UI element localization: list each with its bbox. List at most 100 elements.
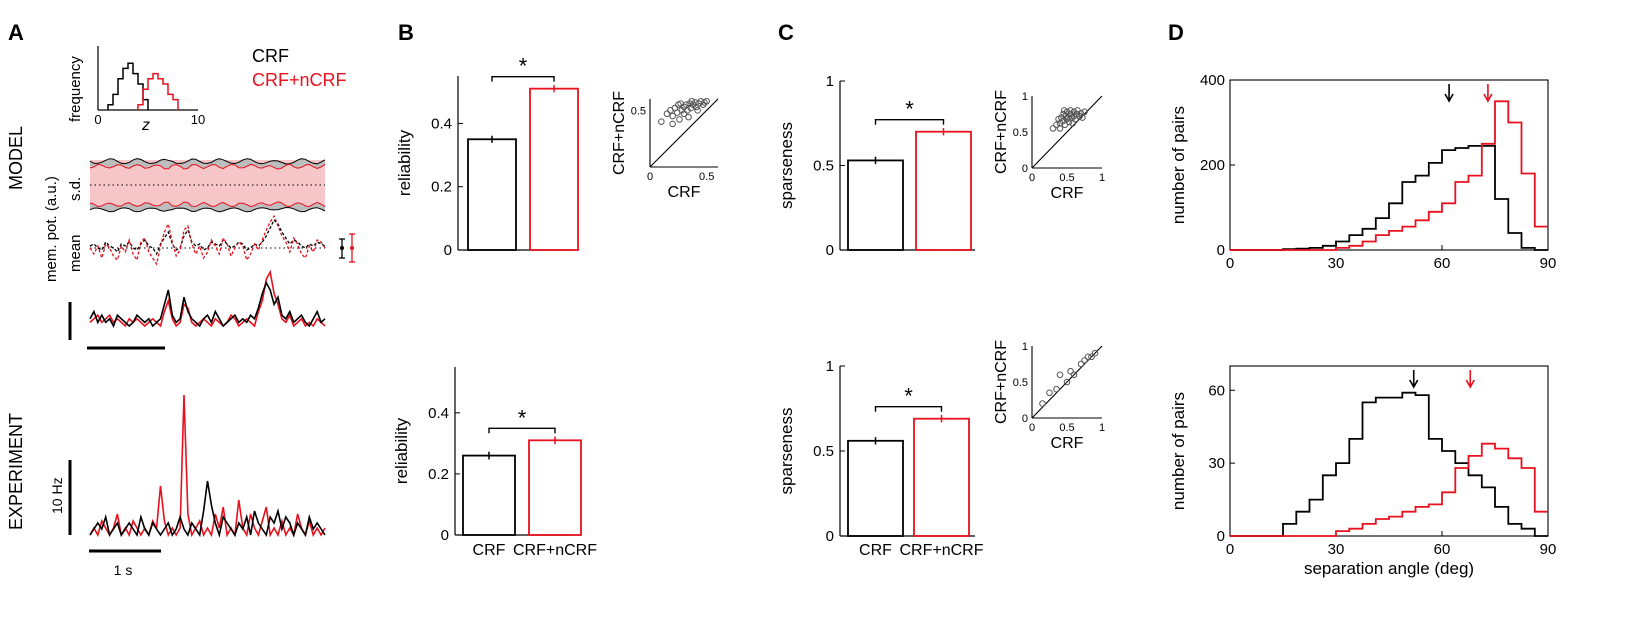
significance-bracket [874,119,945,125]
scatter-point [1046,389,1053,397]
histogram-crf [1230,145,1548,251]
median-arrow-head [1465,379,1475,389]
x-tick-label: 0 [1226,255,1234,272]
x-tick-label: CRF [473,542,506,559]
inset-x-label: CRF [1051,435,1084,452]
scatter-point [663,110,671,118]
scatter-point [1081,108,1088,116]
scatter-point [1067,110,1074,118]
histogram-crf-ncrf [1230,100,1548,251]
significance-bracket [488,427,556,434]
scatter-point [1060,107,1068,114]
inset-diagonal [649,98,719,168]
inset-x-label: CRF [1051,185,1084,202]
x-tick-label: 90 [1540,255,1557,272]
panel-label-d: D [1168,20,1184,45]
hist-crf-ncrf-step [137,72,179,110]
x-tick-label: CRF+nCRF [899,542,983,559]
scatter-point [1053,121,1060,129]
y-tick-label: 0 [826,528,834,545]
scatter-point [1091,349,1099,357]
y-tick-label: 1 [826,73,834,90]
bar-crf [467,138,517,251]
inset-x-tick-label: 0.5 [1059,172,1074,184]
x-tick-label: 60 [1434,541,1451,558]
y-tick-label: 0.5 [813,443,834,460]
scatter-point [694,107,701,114]
x-tick-label: 60 [1434,255,1451,272]
y-axis-label: sparseness [777,408,796,495]
scatter-point [1081,357,1088,364]
scatter-point [1056,125,1064,132]
rate-scale-label: 10 Hz [49,477,65,514]
inset-x-tick-label: 0 [1029,172,1035,184]
panel-d-experiment-chart: 0 30 60 90 0 30 60 number of pairs separation an… [1169,365,1556,578]
panel-label-c: C [778,20,794,45]
x-tick-label: 30 [1328,255,1345,272]
rate-crf-ncrf-trace [89,269,326,328]
scatter-point [1084,353,1092,361]
panel-label-a: A [8,20,24,45]
inset-x-tick-label: 1 [1099,422,1105,434]
sd-gray-bottom [90,201,325,212]
mem-pot-label: mem. pot. (a.u.) [43,176,60,282]
rate-crf-trace [89,280,326,328]
scatter-point [1079,114,1086,121]
y-axis-label: reliability [395,129,414,196]
sd-crf-top [89,158,326,165]
scatter-point [1060,110,1067,118]
experiment-crf-ncrf-trace [89,394,326,538]
sd-crf-bottom [89,206,326,213]
panel-c-model-chart: 0 0.5 1 sparseness * 0 0.5 1 0 0.5 1 CRF CRF+nCRF [777,73,1105,259]
inset-y-tick-label: 0.5 [631,105,646,117]
model-rate-traces [68,269,326,350]
y-tick-label: 1 [826,358,834,375]
hist-ylabel: frequency [67,56,84,122]
plot-frame [1229,365,1549,537]
x-tick-label: 30 [1328,541,1345,558]
scatter-point [1049,125,1057,132]
sd-crf-ncrf-bottom [89,201,326,208]
inset-y-tick-label: 0 [1022,163,1028,175]
hist-tick-10: 10 [191,112,205,127]
scatter-point [1067,367,1074,375]
panel-label-b: B [398,20,414,45]
significance-star: * [519,54,528,79]
scatter-point [1056,371,1064,379]
significance-star: * [518,405,527,430]
sd-band [89,158,326,213]
experiment-crf-trace [89,480,326,539]
inset-y-label: CRF+nCRF [993,340,1010,424]
panel-d-model-chart: 0 30 60 90 0 200 400 number of pairs [1169,72,1556,272]
bar-crf-ncrf [913,417,970,537]
median-arrow-head [1409,379,1419,389]
error-crf-dot [340,246,344,250]
histogram-crf-ncrf [1230,442,1548,537]
y-tick-label: 0.4 [431,115,452,132]
inset-y-tick-label: 1 [1022,341,1028,353]
y-tick-label: 0 [1217,528,1225,545]
sd-crf-ncrf-top [89,163,326,170]
significance-star: * [905,97,914,122]
y-axis-label: number of pairs [1169,106,1188,224]
scatter-point [658,118,665,125]
scatter-point [701,99,708,106]
scatter-point [1077,360,1085,368]
y-tick-label: 60 [1208,382,1225,399]
y-tick-label: 200 [1200,157,1225,174]
x-tick-label: 0 [1226,541,1234,558]
hist-xlabel: z [141,117,150,134]
mean-crf-ncrf-trace [89,214,326,266]
scatter-point [685,113,692,121]
scatter-point [688,97,696,105]
y-tick-label: 0 [444,242,452,259]
y-tick-label: 0.2 [428,466,449,483]
mean-label: mean [67,234,84,272]
inset-y-label: CRF+nCRF [611,91,628,175]
inset-x-tick-label: 0.5 [699,171,714,183]
scatter-point [1077,109,1085,117]
y-tick-label: 0 [826,242,834,259]
median-arrow-head [1483,93,1493,103]
